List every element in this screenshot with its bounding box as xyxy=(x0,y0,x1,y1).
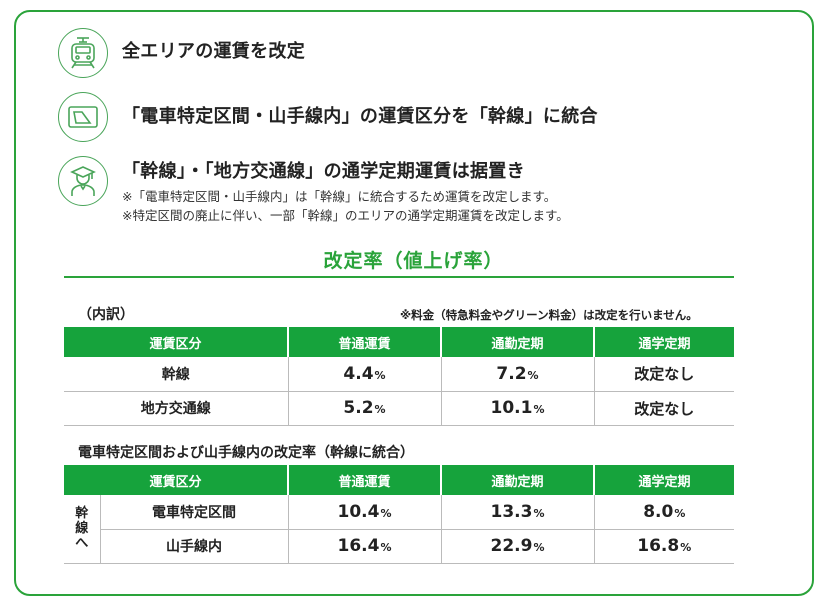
special-rate-table: 運賃区分 普通運賃 通勤定期 通学定期 幹 線 へ 電車特定区間 10.4% 1… xyxy=(64,465,735,564)
train-icon xyxy=(58,28,108,78)
header-regular-fare: 普通運賃 xyxy=(288,327,442,357)
table-row: 山手線内 16.4% 22.9% 16.8% xyxy=(64,529,735,564)
student-icon xyxy=(58,156,108,206)
table-header-row: 運賃区分 普通運賃 通勤定期 通学定期 xyxy=(64,465,735,495)
commuter-rate: 22.9% xyxy=(441,529,595,564)
student-rate: 改定なし xyxy=(594,357,734,392)
rate-title: 改定率（値上げ率） xyxy=(323,250,504,272)
feature-area-merge: 「電車特定区間・山手線内」の運賃区分を「幹線」に統合 xyxy=(58,92,598,142)
group-label: 幹 線 へ xyxy=(64,495,101,564)
header-fare-category: 運賃区分 xyxy=(64,465,290,495)
breakdown-label: （内訳） xyxy=(78,307,134,323)
regular-rate: 5.2% xyxy=(288,391,442,426)
commuter-rate: 7.2% xyxy=(441,357,595,392)
ic-card-icon xyxy=(58,92,108,142)
feature-title: 「幹線」・「地方交通線」の通学定期運賃は据置き xyxy=(122,161,525,182)
header-student-pass: 通学定期 xyxy=(594,327,734,357)
row-label: 地方交通線 xyxy=(64,391,289,426)
title-divider xyxy=(64,276,734,278)
regular-rate: 16.4% xyxy=(288,529,442,564)
student-rate: 改定なし xyxy=(594,391,734,426)
fee-note: ※料金（特急料金やグリーン料金）は改定を行いません。 xyxy=(400,308,698,322)
header-regular-fare: 普通運賃 xyxy=(288,465,443,495)
feature-title: 全エリアの運賃を改定 xyxy=(122,41,305,62)
feature-student-pass: 「幹線」・「地方交通線」の通学定期運賃は据置き ※「電車特定区間・山手線内」は「… xyxy=(58,156,569,225)
row-label: 幹線 xyxy=(64,357,289,392)
note-line: ※「電車特定区間・山手線内」は「幹線」に統合するため運賃を改定します。 xyxy=(122,189,557,204)
student-rate: 16.8% xyxy=(594,529,735,564)
feature-title: 「電車特定区間・山手線内」の運賃区分を「幹線」に統合 xyxy=(122,106,598,127)
commuter-rate: 10.1% xyxy=(441,391,595,426)
rate-table: 運賃区分 普通運賃 通勤定期 通学定期 幹線 4.4% 7.2% 改定なし 地方… xyxy=(64,327,734,426)
header-fare-category: 運賃区分 xyxy=(64,327,289,357)
special-section-title: 電車特定区間および山手線内の改定率（幹線に統合） xyxy=(78,445,414,461)
commuter-rate: 13.3% xyxy=(441,495,595,530)
row-label: 電車特定区間 xyxy=(100,495,289,530)
row-label: 山手線内 xyxy=(100,529,289,564)
feature-fare-revision: 全エリアの運賃を改定 xyxy=(58,28,305,78)
header-student-pass: 通学定期 xyxy=(594,465,735,495)
regular-rate: 4.4% xyxy=(288,357,442,392)
student-rate: 8.0% xyxy=(594,495,735,530)
table-row: 地方交通線 5.2% 10.1% 改定なし xyxy=(64,391,734,426)
regular-rate: 10.4% xyxy=(288,495,442,530)
note-line: ※特定区間の廃止に伴い、一部「幹線」のエリアの通学定期運賃を改定します。 xyxy=(122,208,569,223)
header-commuter-pass: 通勤定期 xyxy=(441,465,596,495)
table-row: 幹 線 へ 電車特定区間 10.4% 13.3% 8.0% xyxy=(64,495,735,564)
table-row: 幹線 4.4% 7.2% 改定なし xyxy=(64,357,734,392)
table-header-row: 運賃区分 普通運賃 通勤定期 通学定期 xyxy=(64,327,734,357)
header-commuter-pass: 通勤定期 xyxy=(441,327,595,357)
